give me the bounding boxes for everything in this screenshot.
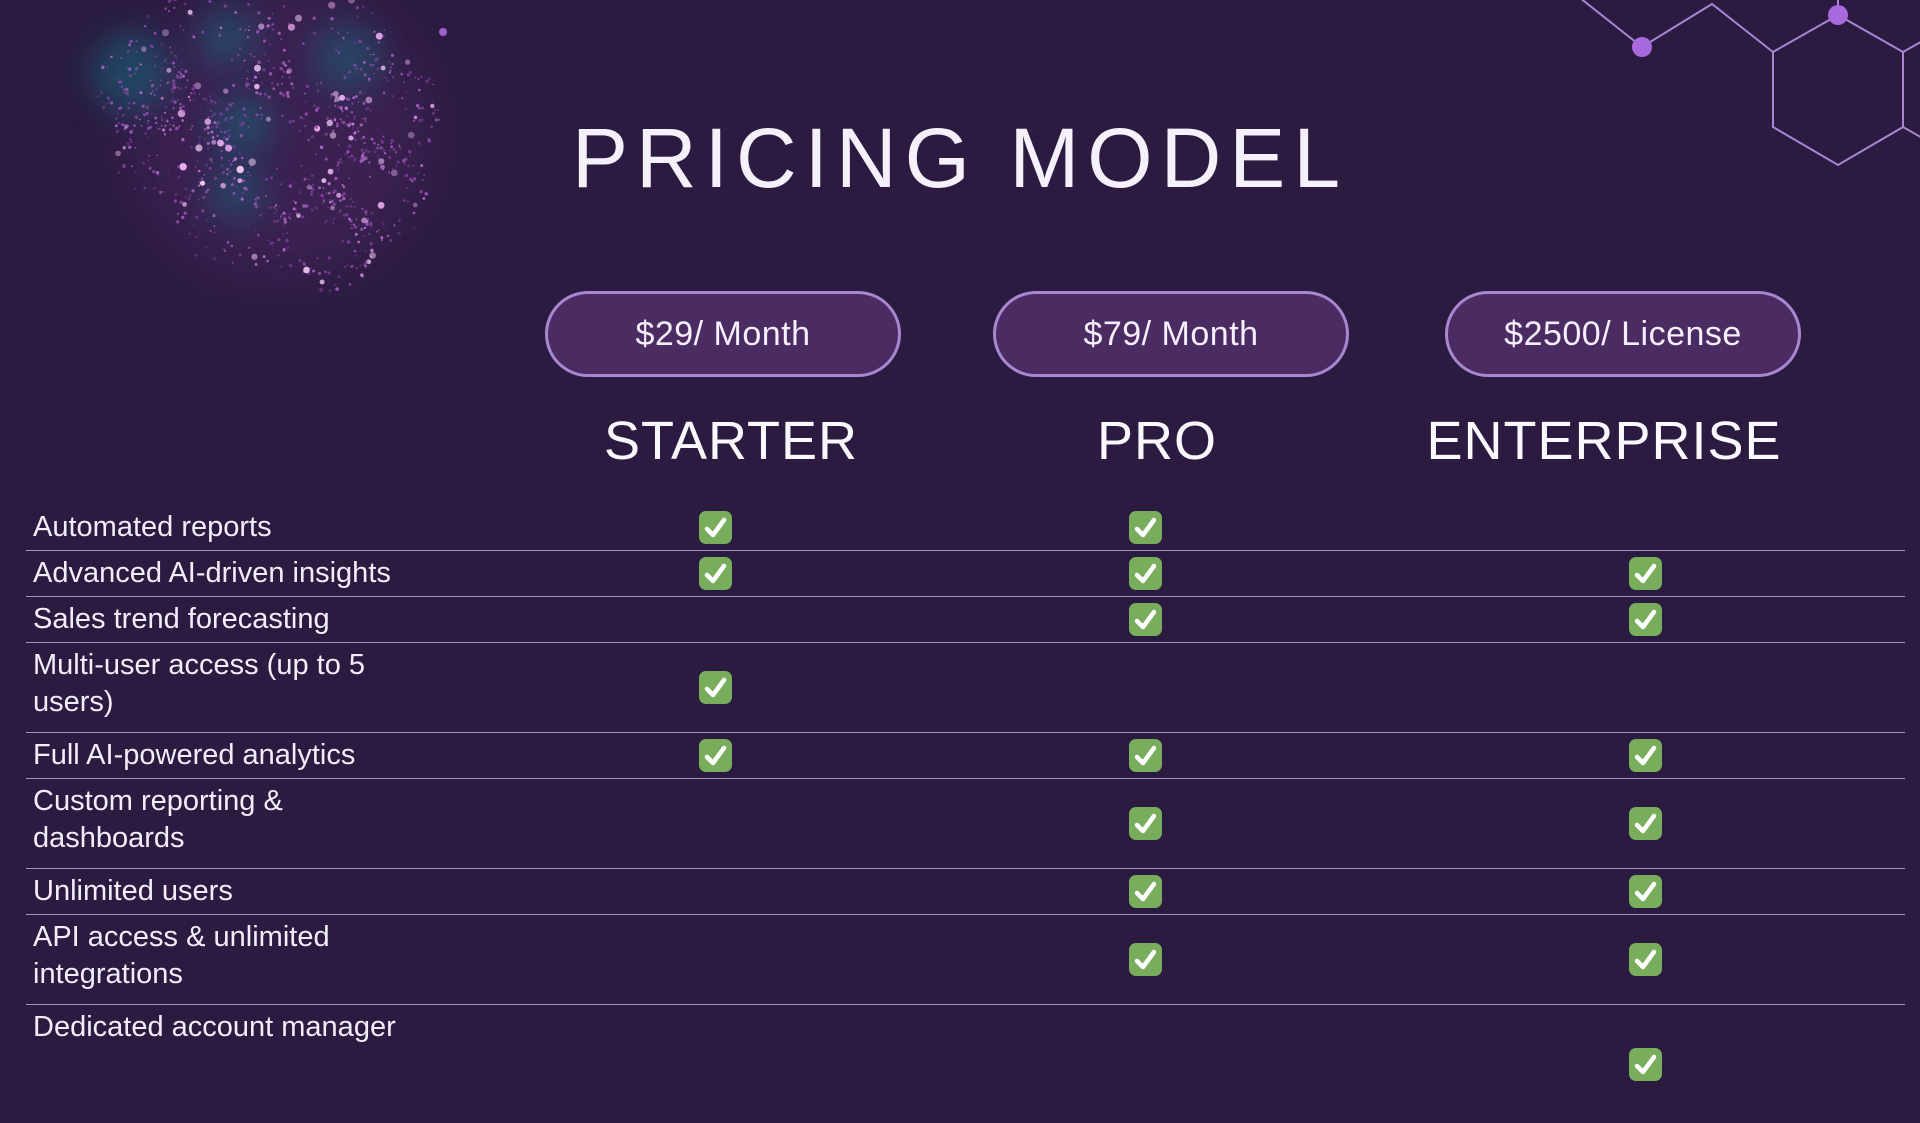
cell-starter	[526, 505, 904, 550]
feature-label: Automated reports	[33, 511, 272, 543]
price-pill-pro: $79/ Month	[993, 291, 1349, 377]
feature-row: Advanced AI-driven insights	[26, 551, 1905, 597]
feature-row: API access & unlimited integrations	[26, 915, 1905, 1005]
check-icon	[698, 739, 732, 772]
price-label-starter: $29/ Month	[635, 314, 811, 353]
check-icon	[1629, 739, 1662, 772]
cell-starter	[526, 597, 904, 642]
check-icon	[1629, 557, 1662, 590]
cell-enterprise	[1386, 915, 1905, 1004]
cell-pro	[904, 597, 1386, 642]
cell-starter	[526, 915, 904, 1004]
cell-pro	[904, 551, 1386, 596]
feature-label: Dedicated account manager	[33, 1011, 396, 1043]
price-label-enterprise: $2500/ License	[1504, 314, 1742, 353]
feature-label: Full AI-powered analytics	[33, 739, 356, 771]
column-header-starter: STARTER	[603, 411, 859, 471]
cell-pro	[904, 779, 1386, 868]
check-icon	[1128, 557, 1162, 590]
cell-enterprise	[1386, 597, 1905, 642]
price-label-pro: $79/ Month	[1083, 314, 1259, 353]
check-icon	[1629, 943, 1662, 976]
cell-pro	[904, 505, 1386, 550]
cell-starter	[526, 779, 904, 868]
feature-row: Multi-user access (up to 5 users)	[26, 643, 1905, 733]
feature-row: Dedicated account manager	[26, 1005, 1905, 1123]
check-icon	[698, 557, 732, 590]
feature-row: Full AI-powered analytics	[26, 733, 1905, 779]
feature-label: Advanced AI-driven insights	[33, 557, 391, 589]
cell-pro	[904, 1005, 1386, 1123]
feature-label: Multi-user access (up to 5 users)	[33, 649, 366, 718]
cell-starter	[526, 551, 904, 596]
column-header-pro: PRO	[1096, 411, 1218, 471]
check-icon	[1128, 807, 1162, 840]
check-icon	[1629, 603, 1662, 636]
check-icon	[1128, 739, 1162, 772]
hexagon-node-dot	[1632, 37, 1652, 57]
cell-enterprise	[1386, 643, 1905, 732]
feature-table: Automated reports Advanced AI-driven ins…	[26, 505, 1905, 1123]
page-title: PRICING MODEL	[571, 111, 1349, 205]
cell-pro	[904, 915, 1386, 1004]
check-icon	[1629, 807, 1662, 840]
feature-row: Custom reporting & dashboards	[26, 779, 1905, 869]
check-icon	[698, 511, 732, 544]
cell-pro	[904, 869, 1386, 914]
cell-starter	[526, 869, 904, 914]
cell-pro	[904, 643, 1386, 732]
feature-label: Unlimited users	[33, 875, 233, 907]
hexagon-edge	[1580, 0, 1774, 53]
accent-dot	[439, 28, 447, 36]
feature-row: Automated reports	[26, 505, 1905, 551]
cell-enterprise	[1386, 551, 1905, 596]
cell-starter	[526, 643, 904, 732]
check-icon	[1128, 943, 1162, 976]
price-pill-enterprise: $2500/ License	[1445, 291, 1801, 377]
feature-row: Sales trend forecasting	[26, 597, 1905, 643]
cell-pro	[904, 733, 1386, 778]
pricing-slide: { "slide": { "title": "PRICING MODEL" },…	[26, 0, 1920, 1081]
check-icon	[1629, 1047, 1662, 1081]
feature-row: Unlimited users	[26, 869, 1905, 915]
hexagon-edge	[1902, 41, 1920, 53]
column-header-enterprise: ENTERPRISE	[1426, 411, 1782, 471]
check-icon	[1128, 511, 1162, 544]
cell-enterprise	[1386, 779, 1905, 868]
cell-enterprise	[1386, 869, 1905, 914]
check-icon	[698, 671, 732, 704]
cell-enterprise	[1386, 733, 1905, 778]
cell-enterprise	[1386, 1005, 1905, 1123]
check-icon	[1629, 875, 1662, 908]
hexagon-node-dot	[1828, 5, 1848, 25]
feature-label: API access & unlimited integrations	[33, 921, 330, 990]
cell-starter	[526, 733, 904, 778]
check-icon	[1128, 875, 1162, 908]
feature-label: Sales trend forecasting	[33, 603, 330, 635]
check-icon	[1128, 603, 1162, 636]
feature-label: Custom reporting & dashboards	[33, 785, 283, 854]
cell-enterprise	[1386, 505, 1905, 550]
cell-starter	[526, 1005, 904, 1123]
price-pill-starter: $29/ Month	[545, 291, 901, 377]
